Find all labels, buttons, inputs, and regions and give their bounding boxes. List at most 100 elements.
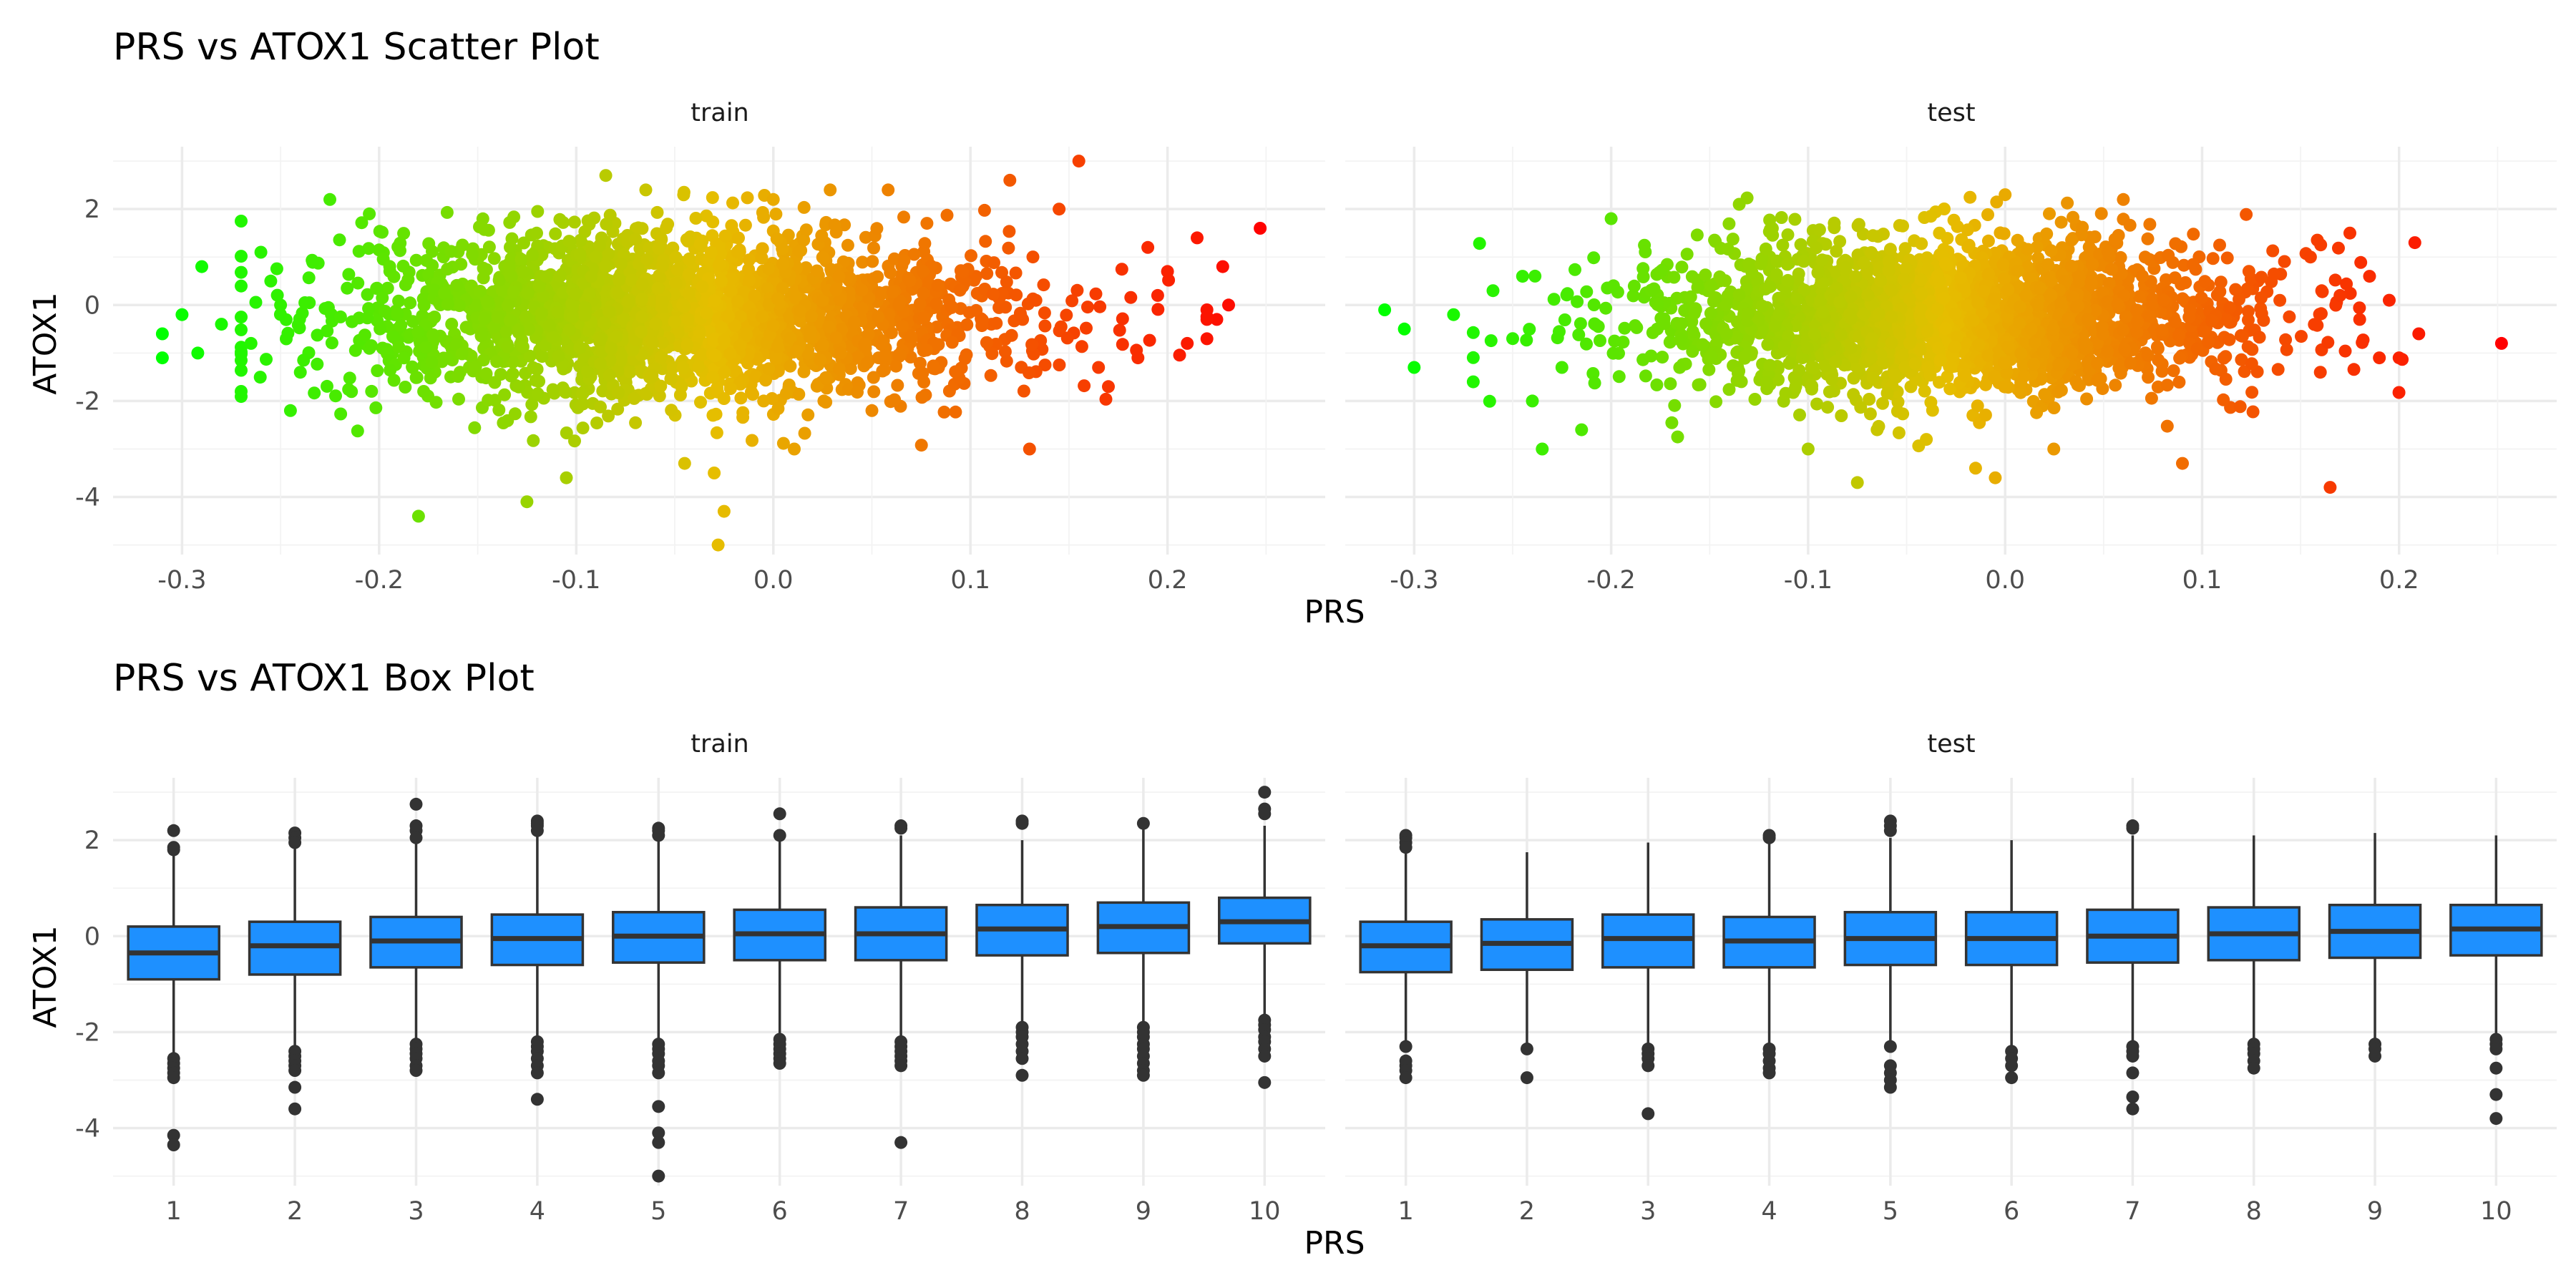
scatter-point <box>804 325 817 338</box>
scatter-point <box>664 372 678 386</box>
scatter-point <box>342 383 356 396</box>
scatter-point <box>976 313 989 327</box>
scatter-point-cloud-test <box>1466 190 2409 456</box>
scatter-point <box>692 360 706 374</box>
scatter-point <box>1002 225 1016 238</box>
scatter-point <box>466 248 479 261</box>
scatter-point <box>1407 361 1421 374</box>
scatter-point <box>1673 361 1687 374</box>
scatter-point <box>361 311 374 325</box>
scatter-point <box>612 386 625 399</box>
scatter-point <box>1759 242 1772 255</box>
scatter-point <box>1903 325 1916 338</box>
scatter-point <box>2027 357 2041 371</box>
scatter-point <box>1608 334 1621 348</box>
scatter-point <box>1954 271 1968 285</box>
scatter-point <box>2017 370 2031 383</box>
scatter-plot-title: PRS vs ATOX1 Scatter Plot <box>113 26 600 69</box>
scatter-point <box>452 392 465 406</box>
scatter-point <box>733 339 746 353</box>
scatter-point <box>2089 303 2102 317</box>
scatter-point <box>2104 263 2118 276</box>
scatter-point <box>871 270 884 283</box>
scatter-point <box>374 322 387 336</box>
scatter-point <box>1850 476 1864 489</box>
scatter-point <box>2172 376 2186 389</box>
scatter-point <box>1950 330 1963 343</box>
scatter-point <box>654 379 668 393</box>
scatter-point <box>1748 393 1762 406</box>
scatter-point <box>235 250 248 263</box>
scatter-point <box>2054 215 2068 229</box>
scatter-point <box>2223 301 2236 314</box>
scatter-point <box>1981 234 1995 248</box>
scatter-point <box>235 311 248 324</box>
scatter-point <box>1807 361 1820 374</box>
scatter-point <box>401 273 415 286</box>
scatter-point <box>1599 301 1613 315</box>
scatter-point <box>497 416 510 429</box>
scatter-point <box>866 255 879 268</box>
scatter-point <box>455 347 469 361</box>
scatter-point <box>1751 311 1765 325</box>
scatter-point <box>907 248 921 261</box>
scatter-point <box>655 336 669 349</box>
scatter-point <box>2253 331 2266 344</box>
scatter-point <box>1092 361 1106 374</box>
scatter-point <box>1173 348 1186 362</box>
scatter-point <box>1115 263 1128 276</box>
scatter-point <box>1704 306 1717 320</box>
scatter-point <box>717 392 731 405</box>
scatter-point <box>2086 258 2099 271</box>
scatter-point <box>776 281 789 295</box>
scatter-point <box>450 278 464 292</box>
scatter-point <box>1732 288 1746 302</box>
scatter-point <box>1986 312 2000 326</box>
scatter-point <box>1821 401 1835 414</box>
scatter-point <box>860 356 874 369</box>
scatter-point <box>270 262 283 275</box>
scatter-point <box>1618 321 1631 335</box>
scatter-point <box>249 296 263 309</box>
scatter-point <box>780 386 793 400</box>
scatter-point <box>771 402 785 415</box>
scatter-point <box>2177 258 2190 272</box>
scatter-point <box>281 326 295 340</box>
scatter-point <box>476 212 489 225</box>
scatter-point <box>1770 268 1783 281</box>
scatter-point <box>481 295 494 308</box>
scatter-point <box>916 366 930 380</box>
scatter-point <box>1013 306 1027 320</box>
scatter-point <box>734 391 748 405</box>
scatter-point <box>155 327 169 341</box>
scatter-point <box>2016 358 2030 372</box>
scatter-point <box>1654 264 1668 278</box>
scatter-point <box>2014 346 2028 360</box>
scatter-point <box>302 271 316 285</box>
scatter-point <box>987 288 1000 301</box>
scatter-point <box>569 287 582 301</box>
scatter-point <box>819 396 833 409</box>
scatter-point <box>2412 327 2426 341</box>
scatter-point <box>693 238 707 251</box>
scatter-point <box>1722 383 1736 396</box>
scatter-point <box>1555 361 1568 374</box>
scatter-point <box>504 369 518 383</box>
scatter-point <box>1009 266 1023 280</box>
scatter-point <box>602 369 616 382</box>
scatter-point <box>2245 357 2258 371</box>
scatter-point <box>2408 236 2421 250</box>
scatter-point <box>2073 379 2086 392</box>
scatter-point <box>456 238 469 252</box>
scatter-point <box>1222 298 1235 312</box>
scatter-point <box>499 325 513 338</box>
scatter-point <box>801 346 814 360</box>
scatter-point <box>762 262 776 275</box>
scatter-point <box>700 209 713 223</box>
scatter-point <box>655 259 669 273</box>
scatter-point <box>1161 265 1174 278</box>
scatter-point <box>2347 363 2361 376</box>
scatter-point <box>1520 333 1533 347</box>
scatter-point <box>2044 288 2058 302</box>
scatter-point <box>1948 289 1962 303</box>
